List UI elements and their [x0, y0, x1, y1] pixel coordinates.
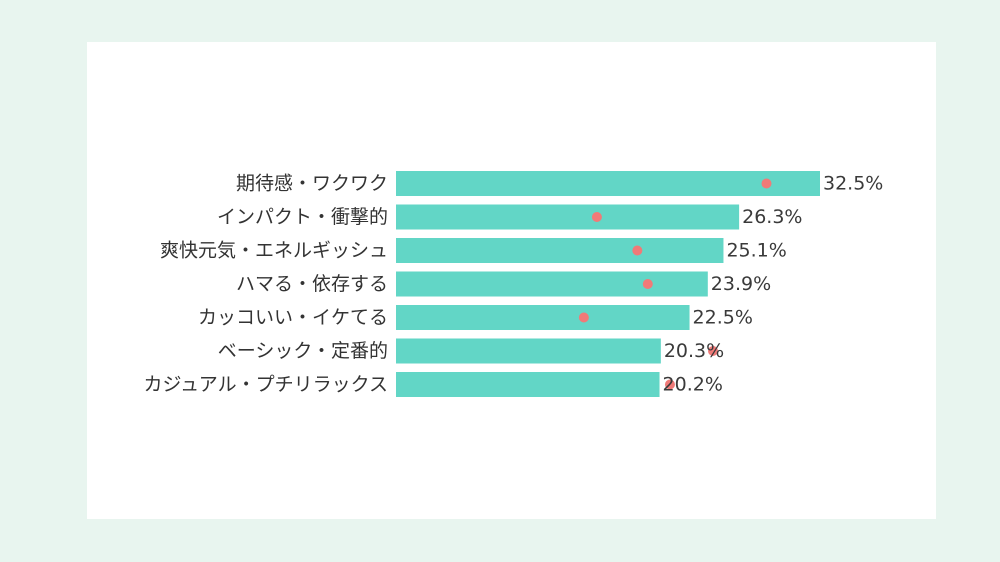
marker-point — [761, 178, 772, 189]
marker-point — [591, 212, 602, 222]
category-label: 期待感・ワクワク — [236, 173, 388, 195]
marker-point — [708, 346, 719, 356]
category-label: ハマる・依存する — [236, 273, 388, 295]
bar-4 — [396, 271, 708, 297]
bar-7 — [396, 372, 660, 397]
marker-point — [642, 279, 653, 289]
bar-2 — [396, 204, 740, 230]
value-label: 26.3% — [742, 206, 802, 228]
bar-chart: 期待感・ワクワク 32.5% インパクト・衝撃的 26.3% 爽快元気・エネルギッシュ 2… — [143, 171, 883, 397]
category-label: カッコいい・イケてる — [198, 307, 388, 329]
value-label: 20.2% — [663, 374, 723, 396]
value-label: 32.5% — [823, 173, 883, 195]
value-label: 23.9% — [711, 273, 771, 295]
value-label: 25.1% — [726, 240, 786, 262]
marker-point — [578, 312, 589, 323]
value-label: 20.3% — [664, 340, 724, 362]
category-label: カジュアル・プチリラックス — [143, 374, 388, 396]
bar-3 — [396, 238, 724, 263]
marker-point — [632, 245, 643, 256]
category-label: ベーシック・定番的 — [218, 340, 388, 362]
marker-point — [664, 379, 675, 390]
category-label: 爽快元気・エネルギッシュ — [160, 240, 388, 262]
bar-6 — [396, 338, 661, 364]
bar-1 — [396, 171, 820, 196]
category-label: インパクト・衝撃的 — [217, 206, 388, 228]
bar-5 — [396, 305, 690, 330]
value-label: 22.5% — [693, 307, 753, 329]
chart-card: 期待感・ワクワク 32.5% インパクト・衝撃的 26.3% 爽快元気・エネルギッシュ 2… — [87, 42, 936, 519]
